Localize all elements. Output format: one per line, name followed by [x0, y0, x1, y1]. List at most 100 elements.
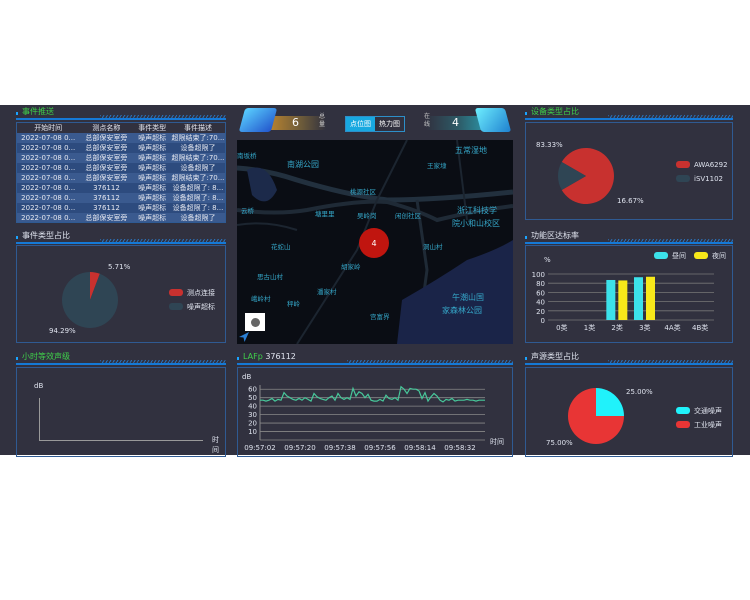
map-place-label: 秤岭	[287, 300, 300, 308]
legend-label: AWA6292	[694, 161, 728, 169]
legend-swatch	[676, 421, 690, 428]
divider	[525, 239, 734, 245]
legend-swatch	[654, 252, 668, 259]
map-place-label: 闲创社区	[395, 212, 421, 220]
table-row[interactable]: 2022-07-08 0... 总部保安室旁 噪声超标 设备超限了	[17, 143, 225, 153]
table-row[interactable]: 2022-07-08 0... 总部保安室旁 噪声超标 超限结束了:70...	[17, 153, 225, 163]
map-place-label: 南坂桥	[237, 152, 257, 160]
y-tick-label: 0	[541, 317, 545, 325]
total-count: 6	[292, 116, 299, 129]
table-row[interactable]: 2022-07-08 0... 总部保安室旁 噪声超标 设备超限了	[17, 163, 225, 173]
table-cell: 376112	[79, 203, 134, 213]
y-axis	[39, 398, 40, 440]
table-cell: 总部保安室旁	[79, 163, 134, 173]
x-tick-label: 3类	[639, 323, 650, 332]
divider	[16, 239, 226, 245]
tab-heat-map[interactable]: 热力图	[379, 120, 400, 128]
table-cell: 总部保安室旁	[79, 153, 134, 163]
table-row[interactable]: 2022-07-08 0... 总部保安室旁 噪声超标 设备超限了	[17, 213, 225, 222]
map-place-label: 胡家岭	[341, 263, 361, 271]
y-tick-label: 20	[248, 420, 257, 428]
x-tick-label: 4B类	[692, 323, 708, 332]
y-tick-label: 20	[536, 308, 545, 316]
bar	[646, 276, 655, 320]
total-card: 6 总量	[238, 108, 330, 134]
table-cell: 总部保安室旁	[79, 213, 134, 222]
pie-slice	[561, 148, 614, 204]
x-tick-label: 09:58:32	[444, 444, 475, 452]
table-cell: 噪声超标	[133, 203, 171, 213]
divider	[16, 115, 226, 121]
legend-swatch	[169, 289, 183, 296]
column-header[interactable]: 事件类型	[138, 124, 167, 132]
table-row[interactable]: 2022-07-08 0... 376112 噪声超标 设备超限了: 8...	[17, 193, 225, 203]
column-header[interactable]: 开始时间	[34, 124, 63, 132]
tab-point-map[interactable]: 点位图	[346, 117, 375, 131]
map-place-label: 南湖公园	[287, 160, 319, 169]
pie-slice	[62, 272, 119, 328]
map-place-label: 浙江科技学	[457, 206, 497, 215]
y-axis-label: dB	[34, 382, 44, 390]
bar	[634, 277, 643, 320]
y-tick-label: 30	[248, 411, 257, 419]
pie-slice	[558, 162, 586, 191]
table-cell: 2022-07-08 0...	[17, 203, 80, 213]
bar	[606, 279, 616, 320]
func-title: 功能区达标率	[525, 231, 579, 240]
func-chart: % 0 20 40 60 80 100 0类 1类 2类 3类 4A类 4B类 昼间 夜间	[525, 245, 733, 343]
hourly-title: 小时等效声级	[16, 352, 70, 361]
table-cell: 总部保安室旁	[79, 143, 134, 153]
x-tick-label: 09:57:20	[284, 444, 315, 452]
table-row[interactable]: 2022-07-08 0... 376112 噪声超标 设备超限了: 8...	[17, 203, 225, 213]
table-cell: 噪声超标	[133, 133, 171, 143]
map-place-label: 塘里里	[315, 210, 335, 218]
map-place-label: 宫富界	[370, 313, 390, 321]
event-type-pie: 5.71% 测点连接 94.29% 噪声超标	[49, 263, 215, 335]
slice-label: 16.67%	[617, 197, 644, 205]
device-icon	[238, 108, 278, 132]
table-cell: 噪声超标	[133, 143, 171, 153]
table-cell: 376112	[79, 193, 134, 203]
table-cell: 设备超限了	[170, 163, 225, 173]
divider	[525, 115, 734, 121]
online-label: 在线	[424, 113, 431, 128]
table-cell: 376112	[79, 183, 134, 193]
locate-button[interactable]	[245, 313, 265, 331]
table-cell: 总部保安室旁	[79, 173, 134, 183]
lafp-prefix: LAFp	[243, 352, 263, 361]
table-cell: 超限结束了:70...	[170, 153, 225, 163]
table-row[interactable]: 2022-07-08 0... 总部保安室旁 噪声超标 超限结束了:70...	[17, 173, 225, 183]
hourly-chart: dB 时间	[16, 367, 226, 457]
map-place-label: 洞山村	[423, 243, 443, 251]
column-header[interactable]: 测点名称	[92, 124, 121, 132]
y-tick-label: 40	[536, 299, 545, 307]
legend-label: 工业噪声	[694, 420, 722, 429]
map-place-label: 午潮山国	[452, 293, 484, 302]
table-cell: 2022-07-08 0...	[17, 153, 80, 163]
source-pie: 25.00% 交通噪声 75.00% 工业噪声	[546, 388, 722, 447]
lafp-series-line	[260, 385, 485, 403]
map[interactable]: 南湖公园 五常湿地 王家埭 桃源社区 云桥 塘里里 吴岭岗 闲创社区 浙江科技学 院小和山校区 花蛇…	[237, 140, 513, 344]
divider	[525, 360, 734, 366]
events-title: 事件推送	[16, 107, 54, 116]
x-axis	[39, 440, 203, 441]
x-tick-label: 0类	[556, 323, 567, 332]
table-cell: 超限结束了:70...	[170, 173, 225, 183]
table-row[interactable]: 2022-07-08 0... 376112 噪声超标 设备超限了: 8...	[17, 183, 225, 193]
map-marker-cluster[interactable]: 4	[359, 228, 389, 258]
table-row[interactable]: 2022-07-08 0... 总部保安室旁 噪声超标 超限结束了:70...	[17, 133, 225, 143]
map-place-label: 花蛇山	[271, 243, 291, 251]
bar	[618, 280, 628, 320]
column-header[interactable]: 事件描述	[183, 124, 212, 132]
table-cell: 超限结束了:70...	[170, 133, 225, 143]
x-tick-label: 1类	[584, 323, 595, 332]
legend-label: 噪声超标	[187, 302, 215, 311]
map-place-label: 五常湿地	[455, 146, 487, 155]
x-axis-label: 时间	[212, 436, 219, 454]
y-axis-label: %	[544, 256, 551, 264]
legend-label: 交通噪声	[694, 406, 722, 415]
x-tick-label: 09:57:56	[364, 444, 396, 452]
table-cell: 2022-07-08 0...	[17, 133, 80, 143]
